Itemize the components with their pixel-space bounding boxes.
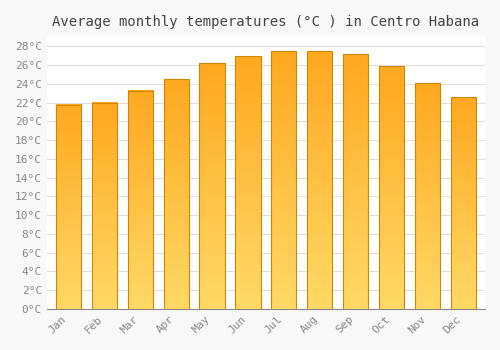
Bar: [92, 103, 117, 309]
Bar: [379, 66, 404, 309]
Bar: [200, 63, 224, 309]
Bar: [164, 79, 188, 309]
Bar: [272, 51, 296, 309]
Bar: [128, 91, 153, 309]
Title: Average monthly temperatures (°C ) in Centro Habana: Average monthly temperatures (°C ) in Ce…: [52, 15, 480, 29]
Bar: [236, 56, 260, 309]
Bar: [415, 83, 440, 309]
Bar: [343, 54, 368, 309]
Bar: [307, 51, 332, 309]
Bar: [56, 105, 81, 309]
Bar: [451, 97, 476, 309]
